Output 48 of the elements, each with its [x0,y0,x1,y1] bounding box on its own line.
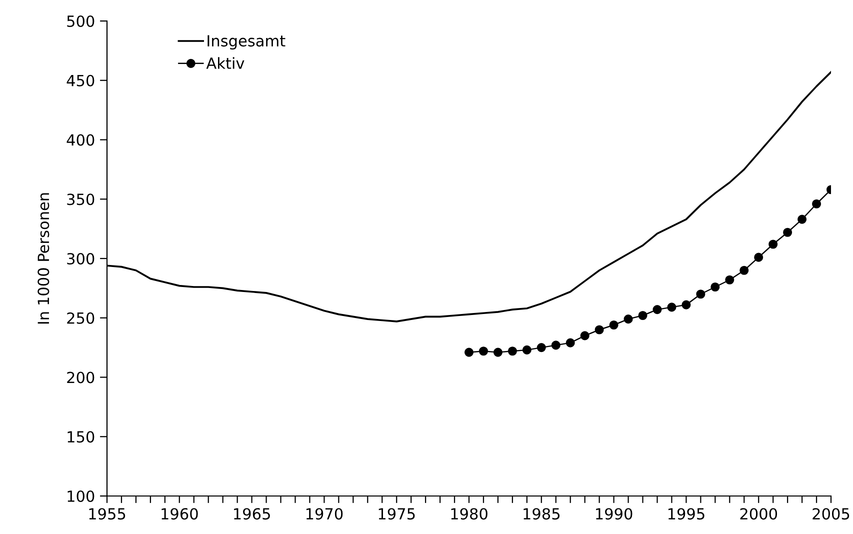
point [652,305,662,314]
y-tick-label: 300 [67,252,94,265]
y-tick-label: 150 [68,431,94,443]
point [812,199,822,208]
x-tick-label: 1955 [89,508,126,520]
point [609,320,618,330]
x-tick-label: 1970 [306,508,343,520]
y-tick-label: 450 [66,74,94,86]
x-tick-label: 1990 [596,508,632,520]
point [508,346,517,356]
x-tick-label: 2005 [812,508,850,520]
x-tick-label: 1965 [234,508,270,520]
legend-label: Insgesamt [208,35,286,50]
x-tick-label: 2000 [740,508,778,520]
legend-label: Aktiv [206,57,244,69]
point [551,340,560,350]
point [478,346,488,356]
y-tick-label: 500 [67,15,94,28]
point [522,345,532,354]
point [783,228,792,237]
point [594,325,604,334]
y-tick-label: 100 [68,490,94,502]
x-tick-label: 1980 [451,508,488,520]
point [682,300,691,310]
point [624,314,633,324]
point [798,214,807,224]
point [696,290,706,299]
y-tick-label: 200 [67,372,94,384]
y-axis-title: In 1000 Personen [38,193,50,324]
point [493,348,502,357]
point [740,266,749,275]
y-tick-label: 400 [66,134,94,146]
point [536,343,546,352]
x-tick-label: 1995 [668,508,704,520]
point [667,302,676,312]
x-tick-label: 1985 [524,508,560,520]
x-tick-label: 1975 [378,508,415,520]
point [768,240,778,249]
point [725,275,734,284]
point [566,338,575,348]
y-tick-label: 350 [67,194,94,206]
point [638,310,648,320]
y-tick-label: 250 [67,312,94,324]
point [710,282,720,292]
x-tick-label: 1960 [162,508,198,520]
point [464,348,474,357]
point [580,331,590,340]
point [754,252,764,262]
